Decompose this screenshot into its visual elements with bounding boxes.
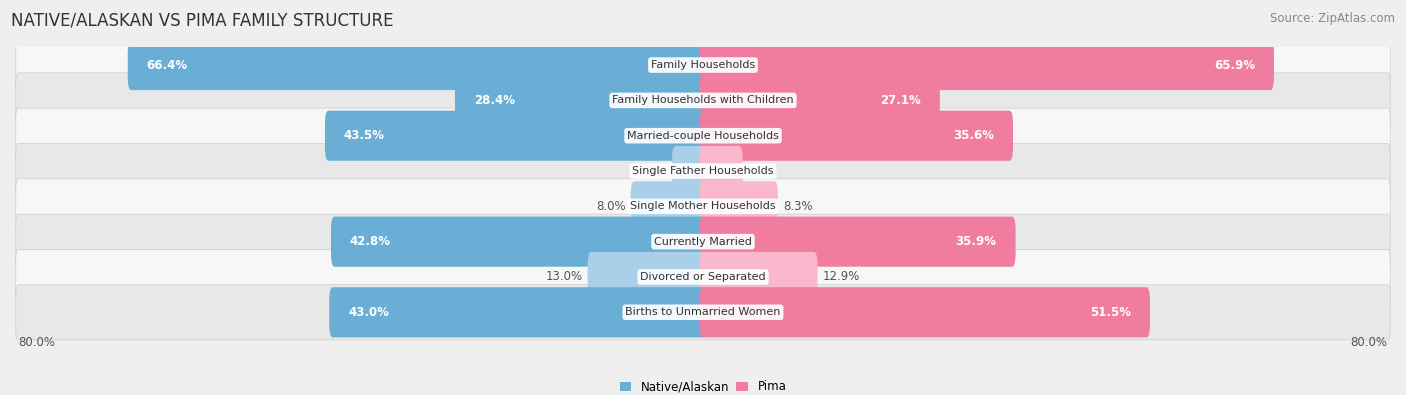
Text: 35.6%: 35.6% bbox=[953, 129, 994, 142]
FancyBboxPatch shape bbox=[330, 216, 706, 267]
FancyBboxPatch shape bbox=[672, 146, 706, 196]
FancyBboxPatch shape bbox=[15, 179, 1391, 234]
Text: 43.0%: 43.0% bbox=[349, 306, 389, 319]
FancyBboxPatch shape bbox=[128, 40, 706, 90]
Text: 66.4%: 66.4% bbox=[146, 58, 188, 71]
FancyBboxPatch shape bbox=[15, 285, 1391, 340]
FancyBboxPatch shape bbox=[456, 75, 706, 126]
FancyBboxPatch shape bbox=[631, 181, 706, 231]
Text: 27.1%: 27.1% bbox=[880, 94, 921, 107]
FancyBboxPatch shape bbox=[700, 252, 817, 302]
Text: Single Mother Households: Single Mother Households bbox=[630, 201, 776, 211]
Text: Married-couple Households: Married-couple Households bbox=[627, 131, 779, 141]
FancyBboxPatch shape bbox=[15, 38, 1391, 92]
Text: 65.9%: 65.9% bbox=[1213, 58, 1256, 71]
FancyBboxPatch shape bbox=[700, 75, 939, 126]
FancyBboxPatch shape bbox=[700, 111, 1012, 161]
Text: Divorced or Separated: Divorced or Separated bbox=[640, 272, 766, 282]
Text: Single Father Households: Single Father Households bbox=[633, 166, 773, 176]
FancyBboxPatch shape bbox=[588, 252, 706, 302]
Text: Family Households with Children: Family Households with Children bbox=[612, 95, 794, 105]
Text: Births to Unmarried Women: Births to Unmarried Women bbox=[626, 307, 780, 317]
Text: 4.2%: 4.2% bbox=[748, 164, 778, 177]
Text: 28.4%: 28.4% bbox=[474, 94, 515, 107]
Text: Family Households: Family Households bbox=[651, 60, 755, 70]
Text: 8.3%: 8.3% bbox=[783, 200, 813, 213]
FancyBboxPatch shape bbox=[15, 108, 1391, 163]
Text: Source: ZipAtlas.com: Source: ZipAtlas.com bbox=[1270, 12, 1395, 25]
Text: 13.0%: 13.0% bbox=[546, 271, 582, 284]
FancyBboxPatch shape bbox=[700, 146, 742, 196]
Text: 43.5%: 43.5% bbox=[344, 129, 385, 142]
Text: Currently Married: Currently Married bbox=[654, 237, 752, 246]
FancyBboxPatch shape bbox=[325, 111, 706, 161]
FancyBboxPatch shape bbox=[700, 181, 778, 231]
FancyBboxPatch shape bbox=[329, 287, 706, 337]
Text: 35.9%: 35.9% bbox=[956, 235, 997, 248]
FancyBboxPatch shape bbox=[15, 143, 1391, 199]
Text: 80.0%: 80.0% bbox=[18, 336, 55, 349]
Text: 80.0%: 80.0% bbox=[1351, 336, 1388, 349]
Text: 8.0%: 8.0% bbox=[596, 200, 626, 213]
FancyBboxPatch shape bbox=[15, 214, 1391, 269]
Text: 12.9%: 12.9% bbox=[823, 271, 860, 284]
FancyBboxPatch shape bbox=[15, 249, 1391, 305]
Text: NATIVE/ALASKAN VS PIMA FAMILY STRUCTURE: NATIVE/ALASKAN VS PIMA FAMILY STRUCTURE bbox=[11, 12, 394, 30]
Text: 42.8%: 42.8% bbox=[350, 235, 391, 248]
Text: 3.2%: 3.2% bbox=[637, 164, 666, 177]
FancyBboxPatch shape bbox=[700, 40, 1274, 90]
FancyBboxPatch shape bbox=[15, 73, 1391, 128]
Legend: Native/Alaskan, Pima: Native/Alaskan, Pima bbox=[617, 378, 789, 395]
FancyBboxPatch shape bbox=[700, 216, 1015, 267]
Text: 51.5%: 51.5% bbox=[1090, 306, 1130, 319]
FancyBboxPatch shape bbox=[700, 287, 1150, 337]
